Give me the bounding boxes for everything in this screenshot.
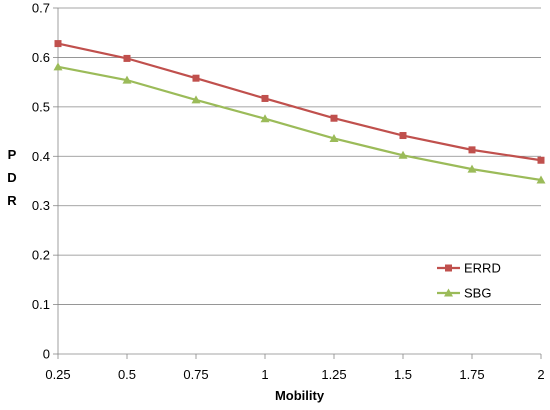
y-tick-label: 0.6 <box>32 50 50 65</box>
series-sbg <box>53 62 546 184</box>
y-tick-label: 0.2 <box>32 248 50 263</box>
legend: ERRD SBG <box>437 261 501 301</box>
series-line <box>57 42 542 162</box>
x-tick-label: 1 <box>261 367 268 382</box>
y-tick-label: 0.7 <box>32 1 50 16</box>
x-tick-label: 0.5 <box>118 367 136 382</box>
y-tick-label: 0.3 <box>32 198 50 213</box>
x-tick-label: 1.5 <box>394 367 412 382</box>
data-point <box>468 146 476 154</box>
data-point <box>122 75 132 84</box>
data-point <box>536 175 546 184</box>
y-tick-label: 0.5 <box>32 99 50 114</box>
y-axis-title-letter: P <box>8 147 17 162</box>
series-line <box>57 65 542 182</box>
axes <box>53 7 542 359</box>
data-point <box>192 74 200 82</box>
x-tick-label: 2 <box>537 367 544 382</box>
data-point <box>191 95 201 104</box>
data-point <box>537 156 545 164</box>
data-point <box>329 133 339 142</box>
legend-item: ERRD <box>437 261 501 276</box>
data-point <box>398 150 408 159</box>
legend-item: SBG <box>437 286 491 301</box>
data-point <box>330 114 338 122</box>
data-point <box>54 40 62 48</box>
gridlines <box>58 7 541 305</box>
y-tick-label: 0.4 <box>32 149 50 164</box>
y-axis-title: PDR <box>7 147 17 208</box>
x-axis-title: Mobility <box>275 388 325 403</box>
data-point <box>445 264 452 272</box>
series <box>53 40 546 184</box>
data-point <box>399 132 407 140</box>
data-point <box>261 94 269 102</box>
data-point <box>260 114 270 123</box>
y-axis-title-letter: R <box>7 193 17 208</box>
series-errd <box>54 40 545 164</box>
data-point <box>444 288 453 297</box>
legend-label: SBG <box>464 286 491 301</box>
x-tick-label: 1.75 <box>459 367 484 382</box>
y-tick-label: 0.1 <box>32 297 50 312</box>
data-point <box>467 164 477 173</box>
x-tick-label: 0.25 <box>45 367 70 382</box>
y-axis-title-letter: D <box>7 170 16 185</box>
tick-labels: 0 0.1 0.2 0.3 0.4 0.5 0.6 0.7 0.25 0.5 0.75 1 1.25 1.… <box>32 1 545 383</box>
x-tick-label: 1.25 <box>321 367 346 382</box>
y-tick-label: 0 <box>43 347 50 362</box>
x-tick-label: 0.75 <box>183 367 208 382</box>
data-point <box>123 54 131 62</box>
legend-label: ERRD <box>464 261 501 276</box>
data-point <box>53 62 63 71</box>
